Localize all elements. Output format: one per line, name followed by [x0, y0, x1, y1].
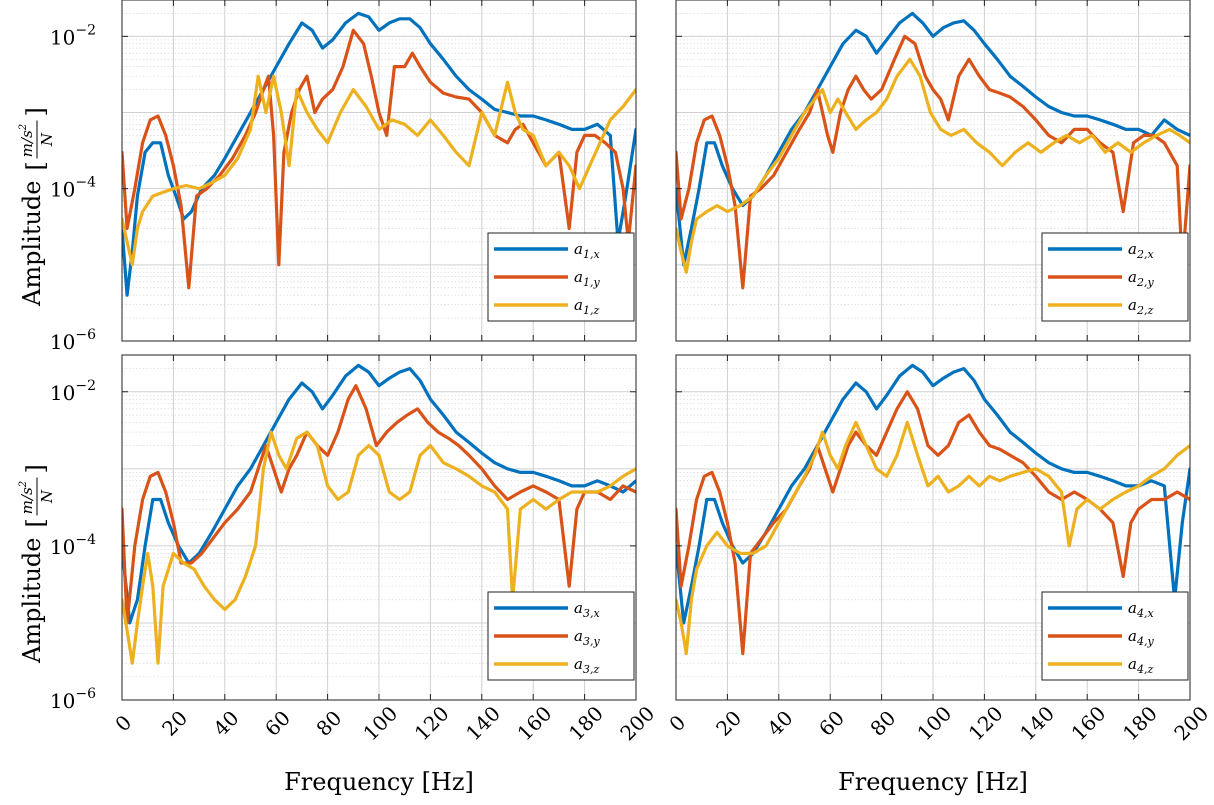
- x-tick-label: 160: [513, 701, 557, 745]
- series-group: [122, 363, 636, 665]
- x-tick-label: 80: [311, 706, 346, 741]
- legend: a1,xa1,ya1,z: [487, 232, 635, 322]
- x-tick-label: 20: [711, 706, 746, 741]
- x-tick-label: 140: [1015, 701, 1059, 745]
- series-line-z: [676, 57, 1190, 274]
- legend: a2,xa2,ya2,z: [1041, 232, 1189, 322]
- x-axis-label: Frequency [Hz]: [838, 768, 1028, 796]
- series-line-y: [676, 34, 1190, 290]
- x-axis-label: Frequency [Hz]: [284, 768, 474, 796]
- y-axis-label: Amplitude [ m/s2N]: [18, 107, 56, 307]
- y-tick-label: 10−4: [50, 175, 96, 202]
- unit-denominator: N: [38, 489, 56, 504]
- series-line-z: [122, 430, 636, 665]
- panel-bottom-left: 0 20 40 60 80 100 120 140 160 180 200 10−6 10−4 10−2 A…: [18, 354, 659, 796]
- series-line-z: [676, 420, 1190, 656]
- unit-bracket-close: ]: [22, 107, 50, 116]
- x-tick-label: 160: [1067, 701, 1111, 745]
- x-tick-label: 200: [615, 701, 659, 745]
- series-line-x: [676, 363, 1190, 625]
- unit-numerator: m/s2: [18, 124, 36, 157]
- x-tick-label: 100: [912, 701, 956, 745]
- panel-top-right: a2,xa2,ya2,z: [675, 0, 1191, 342]
- x-tick-label: 180: [1118, 701, 1162, 745]
- y-tick-label: 10−6: [50, 327, 96, 354]
- y-tick-label: 10−4: [50, 532, 96, 559]
- x-tick-label: 20: [157, 706, 192, 741]
- y-axis-label: Amplitude [ m/s2N]: [18, 464, 56, 664]
- x-tick-label: 100: [358, 701, 402, 745]
- x-tick-label: 0: [664, 710, 690, 736]
- unit-numerator: m/s2: [18, 481, 36, 514]
- x-tick-label: 60: [814, 706, 849, 741]
- series-group: [676, 363, 1190, 656]
- y-tick-label: 10−6: [50, 686, 96, 713]
- panel-top-left: 10−6 10−4 10−2 Amplitude [ m/s2N] a1,xa1,ya1,z: [18, 0, 637, 354]
- series-line-x: [122, 11, 636, 297]
- unit-bracket-open: [: [22, 518, 50, 527]
- panel-bottom-right: 0 20 40 60 80 100 120 140 160 180 200 Frequency [Hz…: [664, 354, 1213, 796]
- y-tick-label: 10−2: [50, 22, 96, 49]
- y-axis-label-text: Amplitude: [18, 538, 46, 664]
- unit-bracket-open: [: [22, 161, 50, 170]
- series-group: [676, 11, 1190, 290]
- x-tick-label: 200: [1169, 701, 1213, 745]
- x-tick-label: 60: [260, 706, 295, 741]
- y-axis-label-text: Amplitude: [18, 181, 46, 307]
- unit-denominator: N: [38, 132, 56, 147]
- x-tick-label: 180: [564, 701, 608, 745]
- x-tick-label: 80: [865, 706, 900, 741]
- x-tick-label: 0: [110, 710, 136, 736]
- series-line-x: [122, 363, 636, 625]
- y-tick-label: 10−2: [50, 378, 96, 405]
- x-tick-label: 40: [763, 706, 798, 741]
- legend: a3,xa3,ya3,z: [487, 591, 635, 681]
- x-tick-label: 40: [209, 706, 244, 741]
- series-group: [122, 11, 636, 297]
- series-line-z: [122, 74, 636, 267]
- unit-bracket-close: ]: [22, 464, 50, 473]
- x-tick-label: 140: [461, 701, 505, 745]
- x-tick-label: 120: [410, 701, 454, 745]
- legend: a4,xa4,ya4,z: [1041, 591, 1189, 681]
- x-tick-label: 120: [964, 701, 1008, 745]
- series-line-x: [676, 11, 1190, 267]
